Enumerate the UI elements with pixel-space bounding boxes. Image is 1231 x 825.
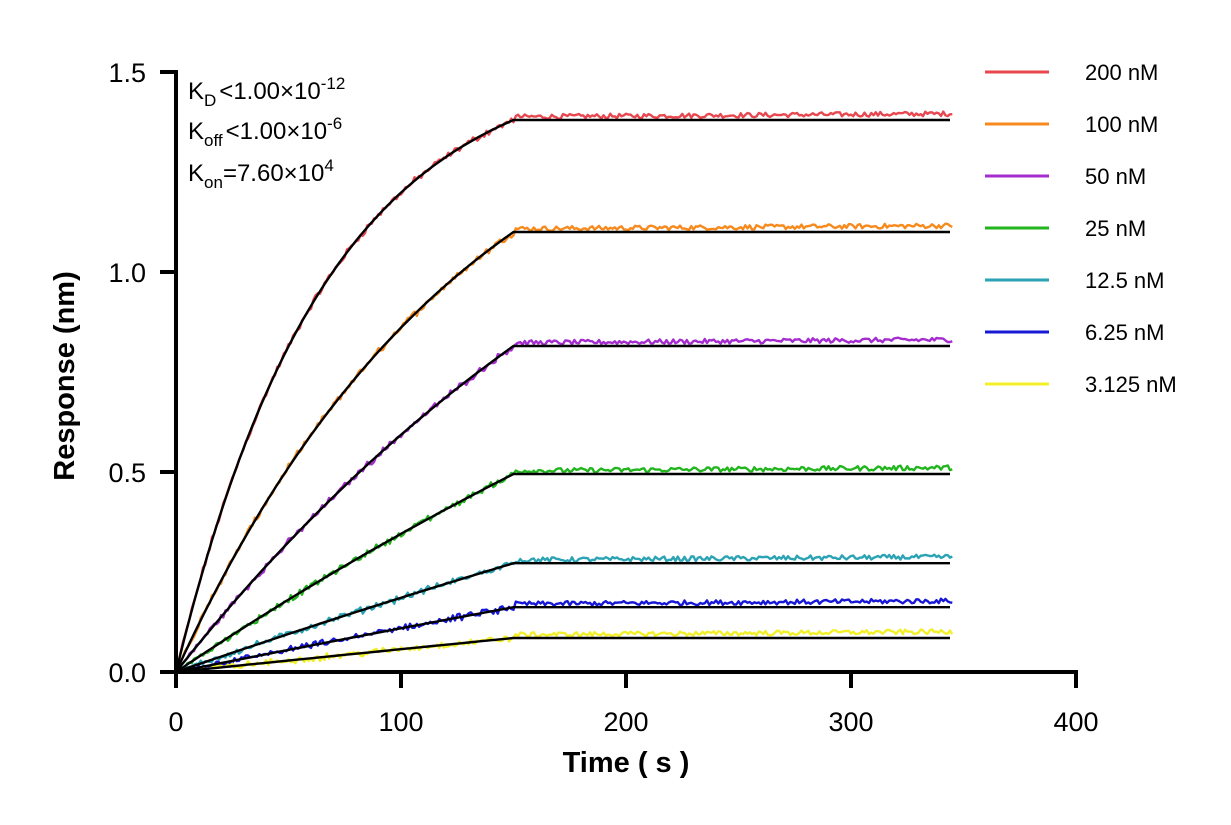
series-line-6	[176, 628, 954, 674]
x-tick-label: 200	[603, 707, 648, 737]
fit-layer	[174, 118, 950, 674]
x-tick-label: 400	[1053, 707, 1098, 737]
x-tick-label: 100	[378, 707, 423, 737]
kd-annotation: KD <1.00×10-12	[188, 74, 345, 110]
fit-line-5	[175, 606, 950, 674]
series-line-5	[176, 597, 953, 674]
y-tick-label: 1.0	[108, 258, 146, 288]
y-tick-label: 0.0	[108, 658, 146, 688]
series-line-0	[174, 110, 953, 673]
koff-symbol: K	[188, 118, 204, 145]
kd-value: 1.00×10	[233, 78, 320, 105]
fit-line-3	[175, 472, 950, 673]
x-axis-title: Time ( s )	[563, 747, 690, 779]
koff-exponent: -6	[327, 114, 342, 133]
kon-value: 7.60×10	[237, 160, 324, 187]
series-line-2	[174, 336, 953, 673]
fit-line-0	[174, 118, 950, 673]
kd-subscript: D	[204, 91, 216, 110]
legend-label: 50 nM	[1085, 164, 1146, 189]
legend-label: 200 nM	[1085, 60, 1158, 85]
legend-label: 12.5 nM	[1085, 268, 1165, 293]
legend: 200 nM 100 nM 50 nM 25 nM 12.5 nM 6.25 nM 3.12…	[985, 60, 1177, 397]
series-layer	[174, 110, 954, 674]
fit-line-4	[175, 562, 950, 674]
kd-symbol: K	[188, 78, 204, 105]
y-tick-label: 0.5	[108, 458, 146, 488]
fit-line-6	[175, 636, 950, 674]
x-tick-label: 0	[168, 707, 183, 737]
fit-line-1	[174, 230, 950, 673]
koff-relation: <	[226, 118, 240, 145]
legend-label: 25 nM	[1085, 216, 1146, 241]
legend-label: 3.125 nM	[1085, 372, 1177, 397]
kon-symbol: K	[188, 160, 204, 187]
kon-subscript: on	[204, 173, 223, 192]
koff-value: 1.00×10	[240, 118, 327, 145]
kon-annotation: Kon=7.60×104	[188, 156, 334, 192]
tick-layer: 0 100 200 300 400 0.0 0.5 1.0 1.5	[108, 58, 1098, 737]
y-axis-title: Response (nm)	[49, 271, 81, 480]
koff-subscript: off	[204, 131, 223, 150]
series-line-3	[175, 464, 953, 674]
x-tick-label: 300	[828, 707, 873, 737]
fit-line-2	[175, 344, 950, 673]
kd-relation: <	[219, 78, 233, 105]
legend-label: 6.25 nM	[1085, 320, 1165, 345]
series-line-4	[175, 553, 953, 673]
kon-relation: =	[223, 160, 237, 187]
kd-exponent: -12	[321, 74, 346, 93]
kon-exponent: 4	[324, 156, 333, 175]
koff-annotation: Koff <1.00×10-6	[188, 114, 342, 150]
y-tick-label: 1.5	[108, 58, 146, 88]
legend-label: 100 nM	[1085, 112, 1158, 137]
